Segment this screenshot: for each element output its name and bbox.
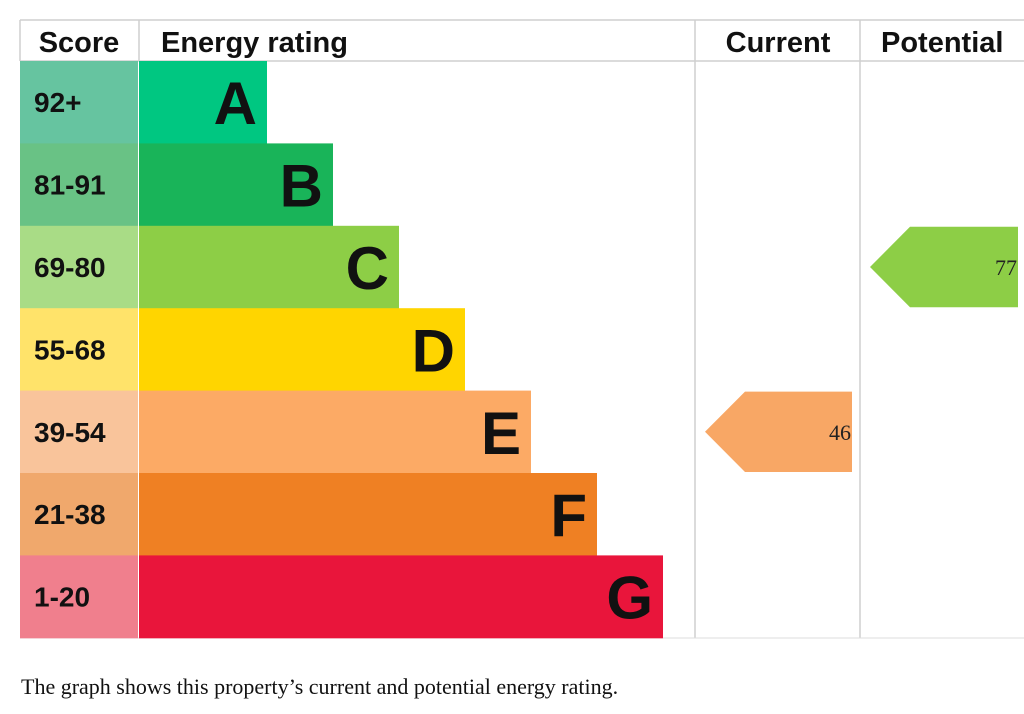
rating-arrows: 46 77 [705, 226, 1018, 472]
energy-rating-header: Energy rating [161, 27, 348, 59]
score-range-a: 92+ [34, 87, 82, 118]
band-letter-c: C [346, 235, 389, 302]
score-cell-a [20, 61, 138, 144]
band-bar-d [139, 308, 465, 392]
score-cell-b [20, 143, 138, 227]
potential-rating-value: 77 [995, 255, 1017, 280]
current-rating-arrow [705, 391, 852, 472]
score-range-f: 21-38 [34, 499, 106, 530]
band-bar-f [139, 473, 597, 556]
band-bar-e [139, 390, 531, 474]
rating-bands: 92+ A 81-91 B 69-80 C 55-68 D 39-54 E 21-38 F 1-20 G [20, 61, 663, 639]
score-cell-f [20, 473, 138, 556]
chart-caption: The graph shows this property’s current … [21, 674, 619, 699]
energy-rating-chart: Score Energy rating Current Potential 92… [19, 19, 1024, 639]
score-range-b: 81-91 [34, 170, 106, 201]
band-bar-b [139, 143, 333, 227]
band-letter-d: D [412, 317, 455, 384]
score-range-e: 39-54 [34, 417, 106, 448]
band-letter-g: G [606, 565, 653, 632]
band-letter-b: B [280, 153, 323, 220]
score-cell-g [20, 555, 138, 639]
score-cell-d [20, 308, 138, 392]
band-bar-g [139, 555, 663, 639]
score-cell-c [20, 225, 138, 309]
band-letter-a: A [214, 70, 257, 137]
score-range-c: 69-80 [34, 252, 106, 283]
band-letter-e: E [481, 400, 521, 467]
score-cell-e [20, 390, 138, 474]
current-rating-value: 46 [829, 420, 851, 445]
current-header: Current [726, 27, 831, 59]
band-letter-f: F [550, 482, 587, 549]
score-range-g: 1-20 [34, 582, 90, 613]
score-header: Score [39, 27, 120, 59]
potential-rating-arrow [870, 226, 1018, 308]
band-bar-a [139, 61, 267, 144]
score-range-d: 55-68 [34, 334, 106, 365]
potential-header: Potential [881, 27, 1003, 59]
band-bar-c [139, 225, 399, 309]
